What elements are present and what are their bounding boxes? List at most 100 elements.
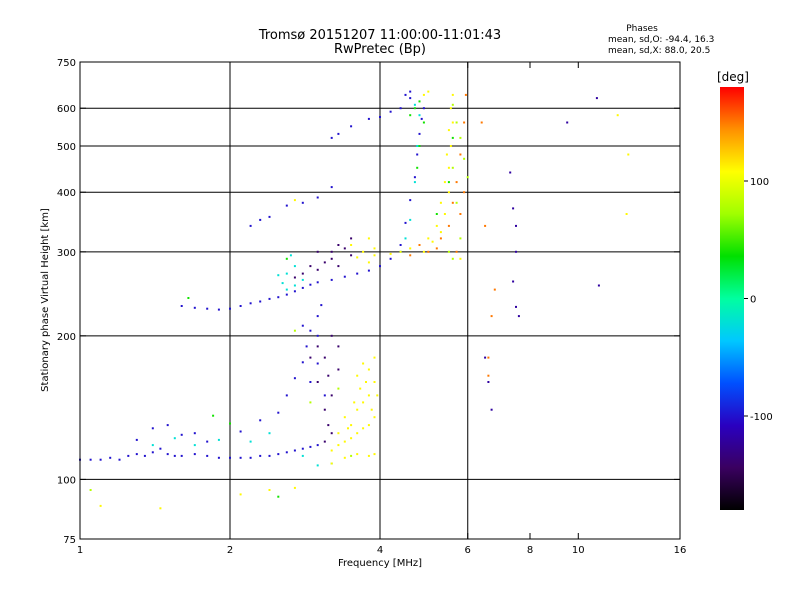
data-point [285, 204, 288, 207]
data-point [439, 201, 442, 204]
data-point [459, 136, 462, 139]
data-point [337, 345, 340, 348]
data-point [316, 315, 319, 318]
data-point [420, 117, 423, 120]
data-point [422, 93, 425, 96]
data-point [239, 493, 242, 496]
data-point [99, 504, 102, 507]
data-point [463, 191, 466, 194]
data-point [316, 362, 319, 365]
data-point [249, 302, 252, 305]
data-point [151, 451, 154, 454]
data-point [418, 114, 421, 117]
data-point [89, 458, 92, 461]
data-point [356, 432, 359, 435]
data-point [330, 462, 333, 465]
data-point [484, 356, 487, 359]
y-tick-label: 750 [57, 58, 76, 69]
data-point [309, 329, 312, 332]
data-point [413, 181, 416, 184]
data-point [143, 454, 146, 457]
data-point [464, 93, 467, 96]
y-axis-label: Stationary phase Virtual Height [km] [40, 208, 51, 392]
colorbar-tick-label: -100 [750, 412, 773, 423]
data-point [356, 453, 359, 456]
data-point [316, 334, 319, 337]
data-point [206, 454, 209, 457]
data-point [268, 432, 271, 435]
x-axis-label: Frequency [MHz] [338, 558, 422, 569]
data-point [285, 293, 288, 296]
data-point [343, 247, 346, 250]
data-point [293, 276, 296, 279]
y-tick-label: 500 [57, 142, 76, 153]
x-tick-label: 4 [377, 545, 383, 556]
data-point [309, 283, 312, 286]
data-point [451, 166, 454, 169]
data-point [268, 297, 271, 300]
data-point [268, 489, 271, 491]
data-point [330, 136, 333, 139]
data-point [309, 356, 312, 359]
data-point [427, 250, 430, 253]
data-point [356, 256, 359, 259]
data-point [443, 181, 446, 184]
colorbar-tick-label: 0 [750, 295, 756, 306]
data-point [373, 254, 376, 257]
data-point [217, 308, 220, 311]
data-point [451, 93, 454, 96]
data-point [217, 438, 220, 441]
data-point [399, 244, 402, 246]
data-point [595, 97, 598, 100]
data-point [463, 121, 466, 124]
data-point [173, 437, 176, 440]
data-point [427, 237, 430, 240]
data-point [337, 132, 340, 135]
data-point [409, 114, 412, 117]
colorbar-label: [deg] [717, 70, 749, 84]
data-point [409, 90, 412, 93]
data-point [166, 453, 169, 456]
data-point [330, 394, 333, 397]
data-point [413, 103, 416, 106]
data-point [316, 381, 319, 383]
data-point [330, 186, 333, 189]
data-point [459, 153, 462, 156]
data-point [416, 153, 419, 156]
data-point [480, 121, 483, 124]
data-point [455, 250, 458, 253]
y-axis-ticks: 75 100 200 300 400 500 600 750 [57, 58, 680, 546]
data-point [487, 356, 490, 359]
data-point [285, 451, 288, 454]
data-point [350, 437, 353, 440]
data-point [309, 265, 312, 268]
data-point [370, 408, 373, 411]
data-point [323, 356, 326, 359]
data-point [259, 454, 262, 457]
data-point [301, 361, 304, 364]
data-point [151, 444, 154, 447]
data-point [509, 171, 512, 174]
data-point [404, 93, 407, 96]
data-point [427, 90, 430, 93]
data-point [416, 145, 419, 147]
data-point [455, 181, 458, 184]
data-point [127, 454, 130, 457]
data-point [455, 201, 458, 204]
data-point [99, 458, 102, 461]
data-point [451, 257, 454, 260]
data-point [301, 324, 304, 327]
data-point [367, 424, 370, 427]
data-point [449, 145, 452, 147]
data-point [350, 244, 353, 246]
data-point [327, 424, 330, 427]
x-tick-label: 8 [527, 545, 533, 556]
data-point [422, 121, 425, 124]
data-point [259, 419, 262, 422]
data-point [135, 438, 138, 441]
data-point [445, 153, 448, 156]
data-point [301, 286, 304, 289]
x-tick-label: 2 [227, 545, 233, 556]
data-point [466, 176, 469, 179]
data-point [337, 244, 340, 246]
